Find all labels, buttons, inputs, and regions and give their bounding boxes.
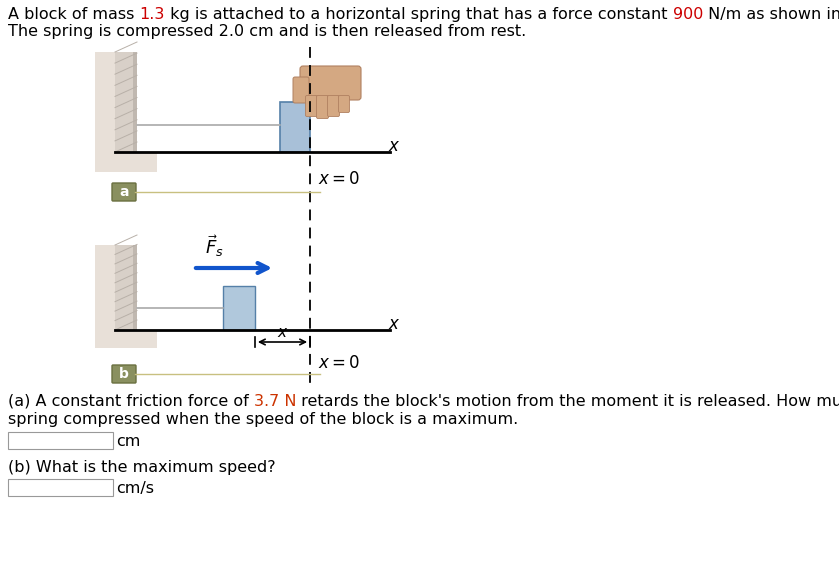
- Text: spring compressed when the speed of the block is a maximum.: spring compressed when the speed of the …: [8, 412, 519, 427]
- FancyBboxPatch shape: [305, 95, 317, 117]
- Bar: [8, 432, 113, 449]
- Bar: [280, 102, 310, 152]
- FancyBboxPatch shape: [316, 95, 329, 118]
- Text: $x = 0$: $x = 0$: [318, 354, 360, 372]
- Text: kg is attached to a horizontal spring that has a force constant: kg is attached to a horizontal spring th…: [165, 7, 673, 22]
- Polygon shape: [115, 330, 157, 348]
- Polygon shape: [115, 152, 157, 172]
- Text: 3.7 N: 3.7 N: [254, 394, 296, 409]
- Text: $x = 0$: $x = 0$: [318, 170, 360, 188]
- Polygon shape: [95, 245, 115, 348]
- Text: $x$: $x$: [388, 137, 400, 155]
- Text: A block of mass: A block of mass: [8, 7, 139, 22]
- Text: N/m as shown in the figure below.: N/m as shown in the figure below.: [703, 7, 839, 22]
- Bar: [133, 52, 137, 152]
- FancyBboxPatch shape: [115, 245, 137, 330]
- Text: (a) A constant friction force of: (a) A constant friction force of: [8, 394, 254, 409]
- Text: $x$: $x$: [388, 315, 400, 333]
- Text: b: b: [119, 367, 129, 381]
- FancyBboxPatch shape: [115, 52, 137, 152]
- FancyBboxPatch shape: [293, 77, 309, 103]
- FancyBboxPatch shape: [300, 66, 361, 100]
- Text: a: a: [119, 185, 128, 199]
- Text: $\vec{F}_s$: $\vec{F}_s$: [205, 233, 224, 259]
- FancyBboxPatch shape: [327, 95, 340, 117]
- Text: cm/s: cm/s: [116, 481, 154, 496]
- FancyBboxPatch shape: [338, 95, 350, 113]
- Text: 900: 900: [673, 7, 703, 22]
- Bar: [223, 286, 255, 330]
- Text: retards the block's motion from the moment it is released. How much is the: retards the block's motion from the mome…: [296, 394, 839, 409]
- Bar: [8, 479, 113, 496]
- FancyBboxPatch shape: [112, 365, 136, 383]
- Text: $x$: $x$: [277, 325, 289, 340]
- Text: cm: cm: [116, 434, 140, 448]
- Polygon shape: [95, 52, 115, 172]
- FancyBboxPatch shape: [112, 183, 136, 201]
- Text: 1.3: 1.3: [139, 7, 165, 22]
- Text: The spring is compressed 2.0 cm and is then released from rest.: The spring is compressed 2.0 cm and is t…: [8, 24, 526, 39]
- Bar: [133, 245, 137, 330]
- Text: (b) What is the maximum speed?: (b) What is the maximum speed?: [8, 460, 276, 475]
